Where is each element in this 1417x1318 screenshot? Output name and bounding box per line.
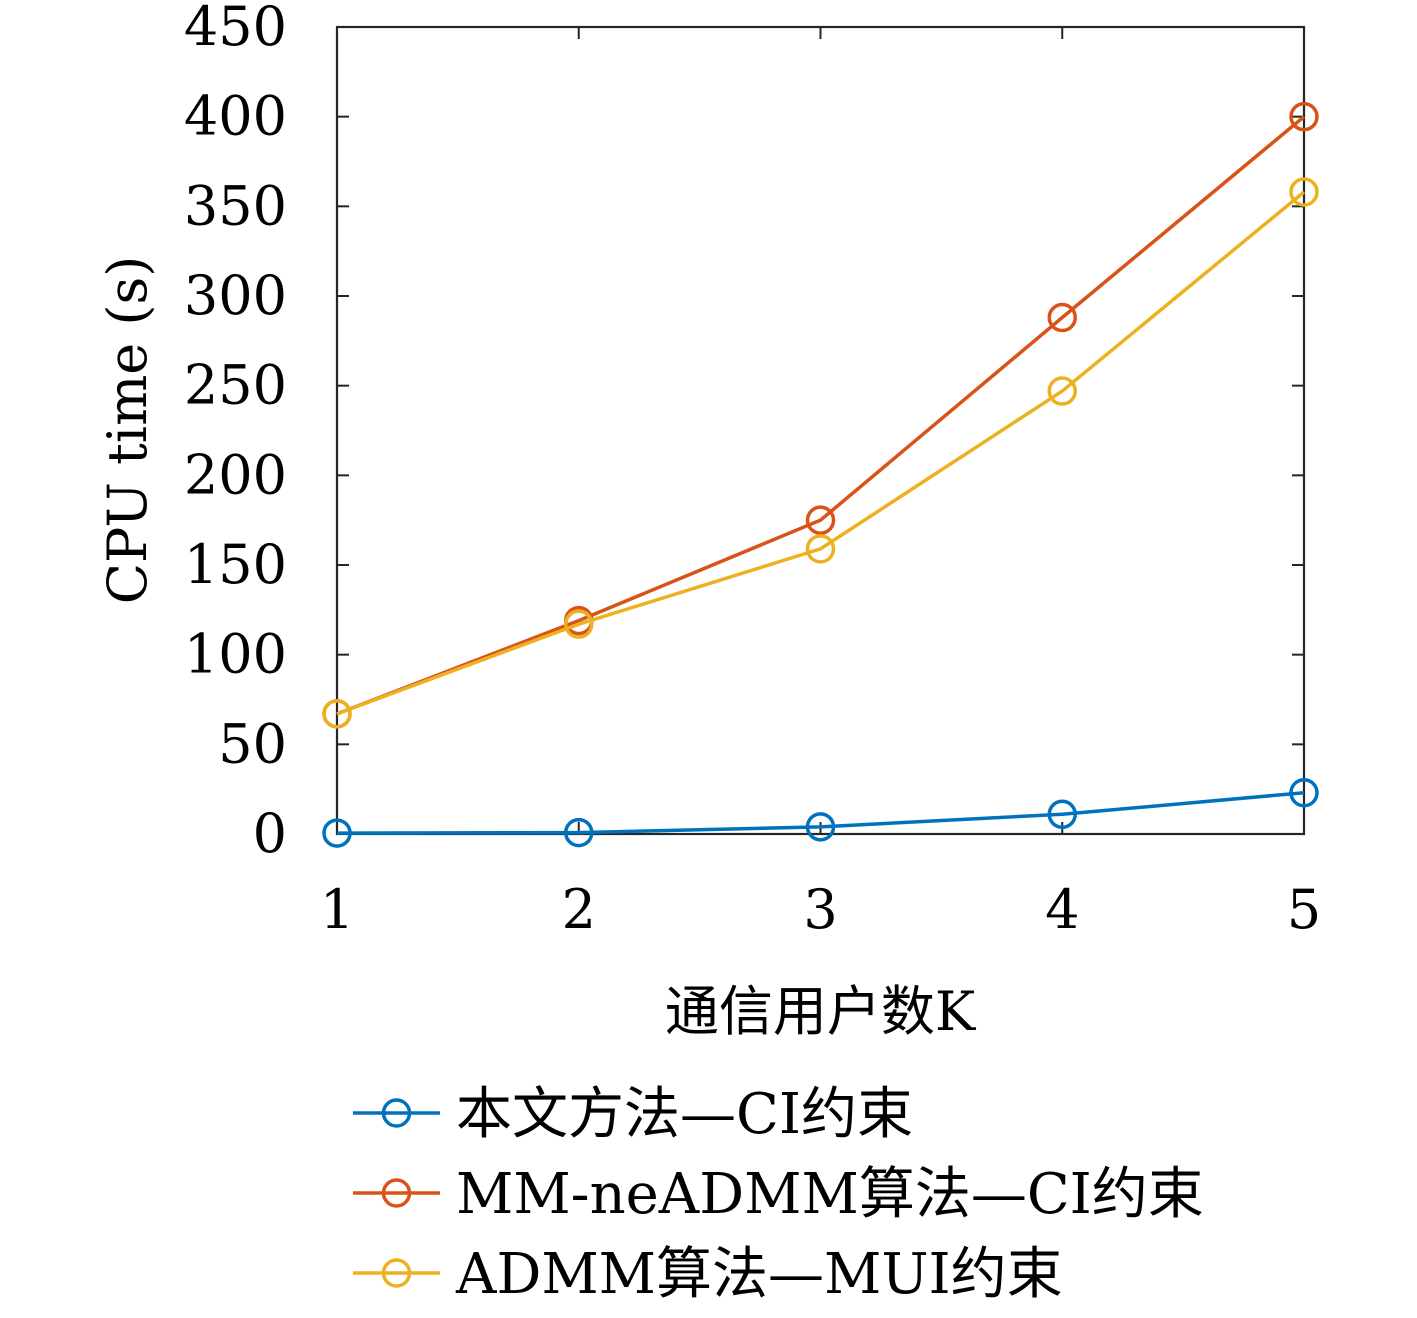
legend-marker-1 (381, 1098, 412, 1128)
series-2-point (1047, 302, 1077, 333)
series-3-point (564, 609, 594, 639)
series-line-3 (336, 190, 1306, 716)
series-1-point (1047, 799, 1077, 830)
y-tick-label: 300 (184, 264, 287, 327)
legend-label-1: 本文方法—CI约束 (456, 1082, 913, 1147)
legend-label-2: MM-neADMM算法—CI约束 (456, 1162, 1204, 1227)
series-3-point (1289, 177, 1319, 207)
x-tick-label: 5 (1287, 878, 1321, 941)
x-tick-label: 4 (1045, 878, 1079, 941)
y-tick-label: 450 (184, 0, 287, 58)
x-tick-label: 2 (562, 878, 596, 941)
x-axis-title: 通信用户数K (665, 980, 977, 1043)
plot-frame (335, 25, 1306, 836)
legend-label-3: ADMM算法—MUI约束 (455, 1242, 1063, 1307)
y-tick-label: 100 (184, 623, 287, 686)
y-tick-label: 50 (218, 712, 287, 775)
y-tick-label: 0 (253, 802, 287, 865)
y-tick-label: 200 (184, 443, 287, 506)
y-tick-label: 250 (184, 354, 287, 417)
y-axis-ticks: 0 50 100 150 200 250 300 350 400 450 (184, 0, 1304, 865)
series-line-1 (336, 791, 1305, 835)
series-1-point (564, 817, 594, 848)
x-tick-label: 3 (803, 878, 837, 941)
legend: 本文方法—CI约束 MM-neADMM算法—CI约束 ADMM算法—MUI约束 (353, 1082, 1204, 1307)
series-1-point (805, 812, 836, 842)
series-3-point (322, 699, 352, 729)
y-axis-title: CPU time (s) (96, 256, 159, 605)
x-tick-label: 1 (320, 878, 354, 941)
series-layer (322, 101, 1319, 848)
series-2-point (1289, 101, 1319, 132)
x-axis-ticks: 1 2 3 4 5 (320, 27, 1321, 941)
series-2-point (805, 505, 836, 535)
y-tick-label: 400 (184, 85, 287, 148)
series-1-point (322, 818, 352, 848)
series-line-2 (336, 115, 1306, 716)
series-3-point (1047, 376, 1077, 406)
y-tick-label: 350 (184, 174, 287, 237)
series-3-point (805, 534, 836, 564)
legend-marker-3 (381, 1258, 412, 1288)
y-tick-label: 150 (184, 533, 287, 596)
series-1-point (1289, 778, 1319, 808)
legend-marker-2 (381, 1178, 412, 1208)
